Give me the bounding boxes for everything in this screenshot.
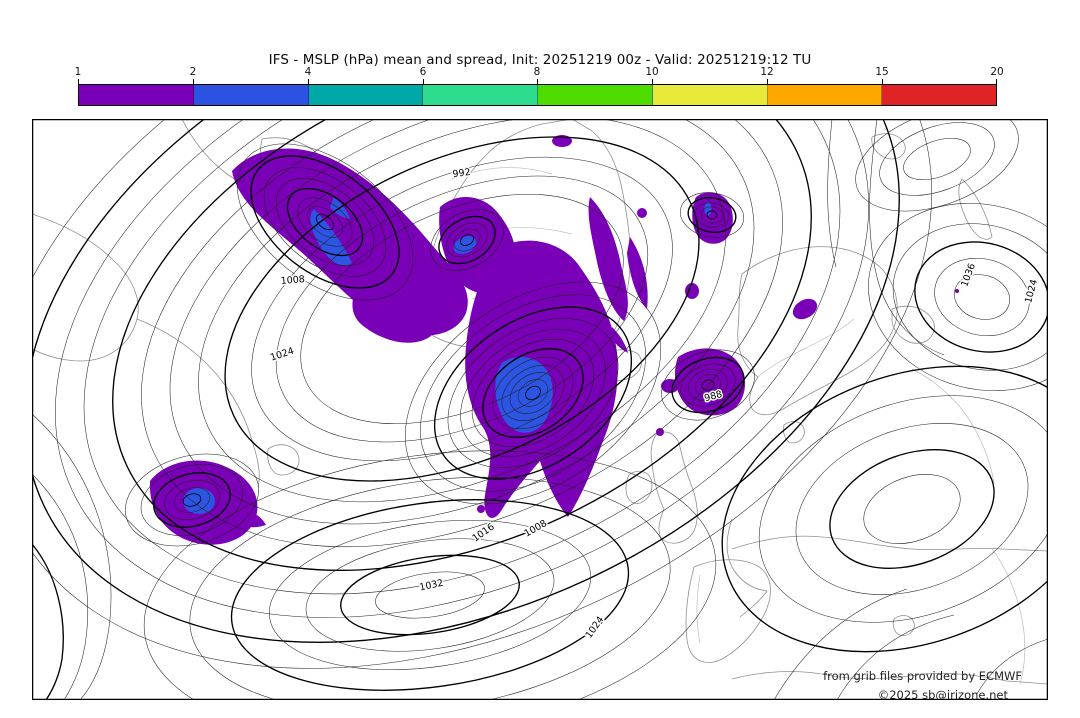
colorbar-tickmark (652, 79, 653, 84)
colorbar-segment (193, 85, 309, 105)
colorbar-tick: 12 (760, 66, 774, 78)
contour-label: 1024 (1023, 278, 1040, 304)
colorbar-tick: 10 (645, 66, 659, 78)
colorbar-tickmark (423, 79, 424, 84)
colorbar-segment (882, 85, 996, 105)
contour-label: 1024 (584, 615, 607, 641)
colorbar-tickmark (537, 79, 538, 84)
contour-label: 1024 (269, 346, 295, 364)
colorbar-tick: 4 (304, 66, 312, 78)
map-border (32, 119, 1048, 700)
colorbar-tickmark (882, 79, 883, 84)
mslp-map: 1008 992 1024 1016 1008 1032 1024 1036 1… (32, 119, 1048, 700)
colorbar-segment (652, 85, 768, 105)
contour-label: 1032 (419, 578, 445, 594)
colorbar-tickmark (996, 79, 997, 84)
colorbar-tick: 15 (875, 66, 889, 78)
contour-label: 1036 (959, 262, 978, 288)
contour-label: 992 (452, 167, 471, 180)
colorbar-tickmark (767, 79, 768, 84)
contour-label: 1008 (280, 274, 305, 287)
colorbar-tickmark (193, 79, 194, 84)
attribution-source: from grib files provided by ECMWF (823, 669, 1022, 683)
colorbar-tick: 8 (533, 66, 541, 78)
colorbar-segment (767, 85, 883, 105)
attribution-copyright: ©2025 sb@irizone.net (878, 688, 1009, 700)
colorbar-segment (79, 85, 194, 105)
contour-label: 1008 (523, 518, 549, 540)
map-panel: 1008 992 1024 1016 1008 1032 1024 1036 1… (32, 119, 1048, 700)
colorbar-tickmark (78, 79, 79, 84)
isobar-field (32, 119, 1048, 700)
colorbar-segment (423, 85, 538, 105)
colorbar-tick: 20 (990, 66, 1004, 78)
colorbar-tick: 1 (74, 66, 82, 78)
colorbar-tick: 6 (419, 66, 427, 78)
chart-title: IFS - MSLP (hPa) mean and spread, Init: … (268, 52, 812, 68)
colorbar-segment (308, 85, 424, 105)
spread-colorbar (78, 84, 997, 106)
colorbar-segment (538, 85, 653, 105)
colorbar-tick: 2 (189, 66, 197, 78)
colorbar-tickmark (308, 79, 309, 84)
